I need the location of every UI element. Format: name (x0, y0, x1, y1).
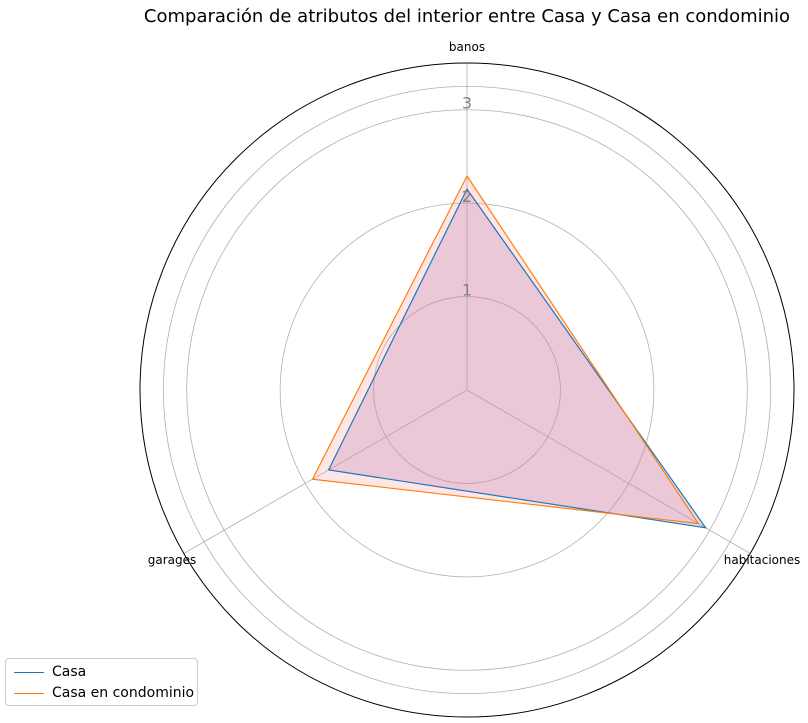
ring-tick-label-3: 3 (462, 94, 472, 113)
legend: Casa Casa en condominio (5, 658, 198, 706)
ring-tick-label-2: 2 (462, 187, 472, 206)
legend-item-casa-en-condominio: Casa en condominio (14, 683, 194, 703)
legend-label-casa: Casa (52, 664, 87, 680)
axis-label-banos: banos (449, 40, 485, 54)
series-line-casa (327, 187, 708, 529)
legend-label-casa-en-condominio: Casa en condominio (52, 685, 195, 701)
series-layer (311, 174, 708, 529)
spoke-garages (183, 389, 468, 554)
label-layer: 1 2 3 banos habitaciones garages (148, 40, 801, 567)
axis-label-garages: garages (148, 553, 197, 567)
polar-grid (139, 62, 795, 718)
series-line-casa-en-condominio (311, 174, 700, 525)
series-fill-casa-en-condominio (312, 176, 699, 524)
spoke-habitaciones (466, 389, 751, 554)
series-fill-casa (328, 189, 706, 528)
legend-swatch-casa-en-condominio (14, 692, 44, 694)
chart-title: Comparación de atributos del interior en… (144, 6, 790, 27)
legend-item-casa: Casa (14, 662, 86, 682)
polar-frame (139, 62, 795, 718)
ring-tick-label-1: 1 (462, 281, 472, 300)
axis-label-habitaciones: habitaciones (724, 553, 800, 567)
legend-swatch-casa (14, 671, 44, 673)
